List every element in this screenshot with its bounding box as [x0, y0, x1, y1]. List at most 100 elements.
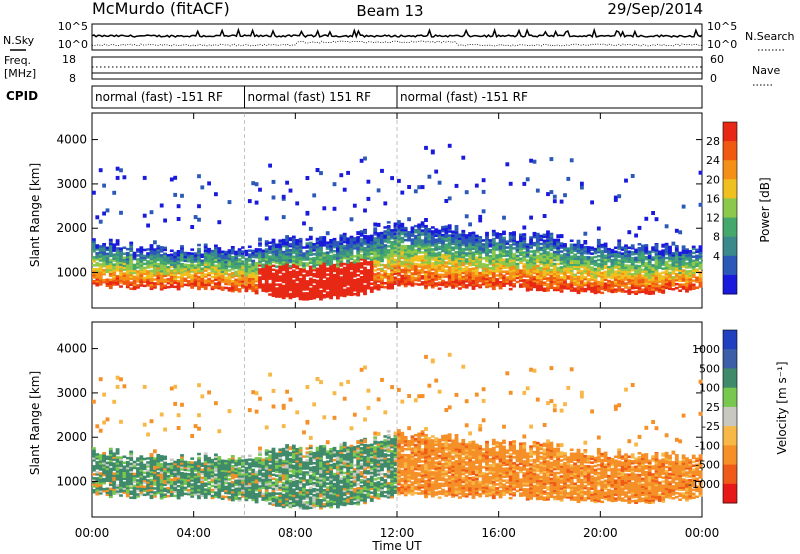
power-cell	[559, 288, 564, 291]
power-cell	[617, 267, 622, 270]
power-cell	[563, 247, 567, 250]
power-cell	[319, 264, 323, 267]
power-cell	[519, 245, 523, 248]
velocity-cell	[95, 491, 100, 494]
power-cell	[478, 279, 483, 283]
power-cell	[305, 298, 310, 301]
power-cell	[108, 268, 113, 272]
power-cell	[383, 234, 388, 237]
power-cell	[193, 266, 198, 269]
velocity-cell	[112, 480, 117, 483]
power-cell	[441, 253, 445, 257]
velocity-cell	[153, 471, 157, 474]
power-cell	[590, 262, 594, 265]
power-cell	[478, 265, 483, 269]
power-cell	[424, 278, 428, 282]
power-cell	[369, 238, 374, 242]
power-cell	[522, 237, 527, 240]
power-cell	[573, 273, 577, 276]
power-cell	[691, 273, 696, 276]
power-cell	[468, 269, 472, 273]
power-cell	[542, 257, 547, 260]
power-cell	[529, 274, 533, 277]
power-cell	[495, 256, 500, 259]
power-cell	[132, 285, 137, 289]
power-cell	[644, 264, 649, 267]
power-cell	[115, 263, 120, 266]
power-cell	[552, 282, 557, 286]
power-cell	[546, 233, 550, 236]
power-cell	[508, 271, 513, 275]
power-cell	[590, 260, 594, 263]
velocity-cell	[105, 473, 110, 476]
power-cell	[176, 252, 181, 255]
power-cell	[430, 268, 435, 271]
power-cell	[413, 240, 418, 244]
power-cell	[349, 247, 354, 251]
power-cell	[393, 268, 398, 271]
power-cell	[332, 273, 337, 277]
power-cell	[261, 285, 266, 288]
velocity-cell	[169, 458, 174, 461]
velocity-cell	[217, 482, 222, 485]
power-cell	[295, 256, 300, 260]
power-cell	[258, 260, 262, 263]
power-cell	[549, 236, 554, 240]
velocity-cell	[203, 474, 208, 477]
power-cell	[285, 247, 289, 250]
velocity-cell	[176, 496, 181, 500]
power-cell	[197, 265, 201, 269]
power-cell	[641, 274, 645, 277]
power-cell	[136, 276, 140, 279]
power-cell	[427, 269, 432, 273]
power-cell	[407, 253, 411, 256]
velocity-cell	[125, 484, 130, 488]
velocity-cell	[115, 450, 120, 453]
power-cell	[607, 265, 611, 269]
power-cell	[488, 284, 493, 288]
power-cell	[386, 261, 391, 264]
power-cell	[600, 265, 605, 269]
power-cell	[519, 273, 523, 276]
power-cell	[251, 253, 256, 257]
power-cell	[268, 267, 272, 270]
power-cell	[464, 278, 469, 281]
power-cell	[644, 248, 649, 251]
power-cell	[613, 290, 618, 293]
power-cell	[593, 261, 598, 265]
power-cell	[271, 238, 276, 242]
power-cell	[264, 256, 269, 259]
power-cell	[515, 242, 520, 246]
power-cell	[247, 271, 252, 274]
power-cell	[207, 277, 211, 281]
velocity-cell	[183, 466, 188, 470]
velocity-cell	[139, 461, 144, 464]
power-cell	[390, 255, 394, 258]
power-cell	[139, 256, 144, 259]
power-cell	[481, 178, 486, 183]
power-cell	[224, 276, 228, 280]
velocity-cell	[169, 478, 174, 481]
power-cell	[576, 263, 581, 267]
power-cell	[268, 255, 272, 258]
power-cell	[153, 270, 157, 273]
power-cell	[651, 266, 655, 269]
power-cell	[427, 273, 432, 277]
power-cell	[512, 269, 516, 272]
power-cell	[308, 241, 313, 245]
power-cell	[352, 245, 357, 248]
power-cell	[630, 259, 635, 262]
velocity-cell	[98, 482, 103, 485]
power-cell	[458, 277, 462, 280]
velocity-cell	[176, 494, 181, 498]
power-cell	[366, 283, 371, 286]
power-cell	[522, 181, 527, 186]
power-cell	[383, 250, 388, 253]
power-cell	[176, 254, 181, 257]
velocity-cell	[125, 492, 130, 496]
power-cell	[278, 289, 283, 292]
power-cell	[125, 269, 130, 273]
power-cell	[600, 291, 605, 295]
power-cell	[413, 224, 418, 228]
power-cell	[400, 268, 405, 272]
